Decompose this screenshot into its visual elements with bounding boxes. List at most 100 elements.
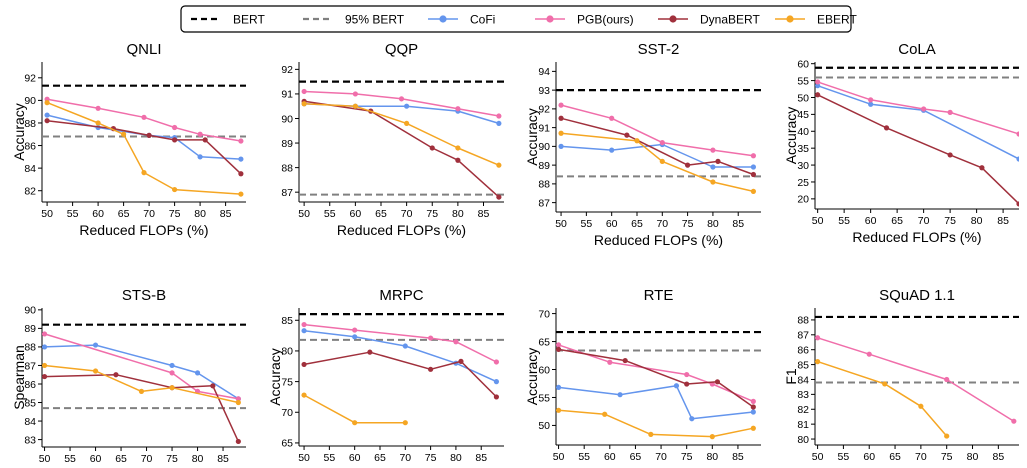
x-tick-label: 85 [217, 453, 229, 463]
y-tick-label: 86 [797, 344, 809, 356]
chart-title: SST-2 [638, 41, 680, 58]
data-point [95, 105, 101, 111]
series-line [817, 337, 1015, 422]
data-point [624, 132, 630, 138]
series-line [44, 364, 239, 404]
data-point [496, 120, 502, 127]
x-tick-label: 85 [475, 452, 487, 463]
data-point [453, 339, 459, 345]
y-tick-label: 83 [24, 434, 36, 446]
y-axis-label: Spearman [11, 345, 27, 410]
x-axis-label: Reduced FLOPs (%) [79, 222, 208, 238]
y-tick-label: 88 [797, 315, 809, 327]
series-line [304, 103, 500, 125]
data-point [197, 131, 203, 137]
y-tick-label: 84 [797, 374, 809, 386]
data-point [172, 137, 178, 143]
x-tick-label: 70 [141, 453, 153, 463]
data-point [197, 154, 203, 160]
legend-item-bert: BERT [191, 13, 265, 27]
y-tick-label: 70 [538, 308, 550, 320]
data-point [210, 383, 216, 389]
series-line [817, 84, 1019, 160]
data-point [815, 92, 821, 98]
y-tick-label: 88 [538, 179, 550, 191]
reference-lines [42, 84, 246, 138]
y-tick-label: 65 [538, 336, 550, 348]
data-point [921, 106, 927, 112]
reference-lines [556, 330, 761, 352]
x-tick-label: 80 [707, 218, 719, 230]
x-tick-label: 50 [812, 451, 824, 463]
data-point [815, 359, 821, 365]
x-tick-label: 55 [67, 208, 79, 220]
x-axis-label: Reduced FLOPs (%) [337, 222, 466, 238]
y-tick-label: 25 [797, 177, 809, 189]
legend-label: 95% BERT [345, 13, 405, 27]
x-tick-label: 50 [298, 208, 310, 220]
data-point [709, 434, 715, 440]
y-tick-label: 83 [797, 389, 809, 401]
data-point [42, 344, 48, 350]
data-point [558, 115, 564, 121]
series-line [46, 98, 242, 142]
data-point [455, 145, 461, 151]
data-point [1016, 156, 1019, 162]
series-line [304, 329, 497, 383]
y-tick-label: 20 [797, 194, 809, 206]
y-tick-label: 90 [538, 141, 550, 153]
chart-rte: RTE50556065707580855055606570Reduced FLO… [524, 287, 761, 468]
x-tick-label: 85 [997, 215, 1009, 227]
y-tick-label: 89 [538, 160, 550, 172]
data-point [634, 138, 640, 144]
x-tick-label: 65 [631, 218, 643, 230]
y-tick-label: 82 [797, 404, 809, 416]
x-tick-label: 75 [425, 452, 437, 463]
y-tick-label: 92 [281, 64, 293, 76]
x-axis-label: Reduced FLOPs (%) [852, 229, 981, 245]
data-point [169, 385, 175, 391]
y-tick-label: 55 [538, 392, 550, 404]
y-tick-label: 84 [24, 416, 36, 428]
chart-title: SQuAD 1.1 [879, 287, 955, 304]
x-tick-label: 85 [478, 208, 490, 220]
series-line [558, 384, 754, 420]
x-tick-label: 55 [838, 215, 850, 227]
data-point [42, 373, 48, 380]
legend-item-dyna: DynaBERT [658, 13, 760, 27]
data-point [428, 335, 434, 341]
series-cofi [301, 328, 500, 385]
y-tick-label: 55 [797, 75, 809, 87]
x-tick-label: 65 [630, 451, 642, 463]
series-dynabert [301, 98, 502, 200]
data-point [1011, 418, 1017, 424]
y-tick-label: 86 [24, 379, 36, 391]
chart-sts-b: STS-B50556065707580858384858687888990Red… [11, 287, 246, 468]
data-point [947, 152, 953, 158]
data-point [301, 101, 307, 107]
x-tick-label: 60 [90, 453, 102, 463]
reference-lines [815, 315, 1019, 384]
x-tick-label: 80 [452, 208, 464, 220]
x-tick-label: 70 [401, 208, 413, 220]
series-line [560, 117, 754, 176]
legend-item-ebert: EBERT [775, 13, 857, 27]
data-point [815, 83, 821, 89]
series-line [817, 94, 1019, 205]
x-tick-label: 65 [115, 453, 127, 463]
x-tick-label: 75 [169, 208, 181, 220]
data-point [235, 438, 241, 445]
data-point [556, 342, 562, 348]
x-tick-label: 50 [298, 452, 310, 463]
series-ebert [815, 359, 950, 439]
data-point [1016, 201, 1019, 207]
data-point [455, 106, 461, 112]
data-point [238, 191, 244, 197]
x-tick-label: 70 [655, 451, 667, 463]
data-point [868, 97, 874, 103]
legend-item-bert95: 95% BERT [303, 13, 405, 27]
data-point [815, 335, 821, 341]
series-pgb-ours [301, 321, 500, 365]
legend-marker [546, 15, 554, 23]
chart-cola: CoLA 50 55 60 65 70 75 80 85 20 25 30 35 40 45 50 55 60 Re… [783, 41, 1019, 245]
